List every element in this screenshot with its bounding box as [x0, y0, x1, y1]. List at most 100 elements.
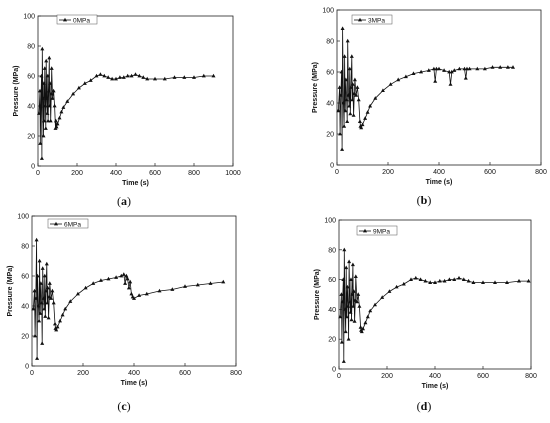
data-point	[35, 356, 40, 360]
data-point	[125, 73, 130, 78]
series-line	[337, 28, 513, 150]
data-point	[44, 96, 49, 100]
data-point	[368, 308, 373, 313]
data-point	[65, 99, 70, 103]
data-point	[51, 300, 56, 305]
data-point	[54, 124, 59, 129]
data-point	[342, 54, 347, 58]
y-axis-title: Pressure (MPa)	[312, 62, 319, 113]
data-point	[336, 108, 341, 113]
data-point	[396, 77, 401, 82]
data-point	[526, 278, 531, 283]
data-point	[352, 91, 357, 96]
x-tick-label: 200	[382, 169, 394, 176]
data-point	[39, 300, 44, 305]
x-tick-label: 400	[429, 373, 441, 380]
data-point	[183, 284, 187, 288]
data-point	[345, 284, 350, 289]
data-point	[352, 319, 357, 323]
data-point	[394, 284, 399, 289]
data-point	[133, 72, 138, 76]
data-point	[44, 261, 49, 266]
x-tick-label: 800	[188, 170, 200, 177]
data-point	[363, 116, 368, 120]
data-point	[373, 96, 378, 100]
data-point	[141, 75, 146, 79]
data-point	[467, 66, 472, 71]
data-point	[338, 314, 343, 319]
data-point	[452, 277, 457, 281]
data-point	[42, 306, 47, 311]
y-tick-label: 60	[21, 274, 29, 281]
data-point	[347, 259, 352, 264]
x-tick-label: 200	[77, 370, 89, 377]
y-tick-label: 40	[27, 104, 35, 111]
data-point	[361, 326, 365, 331]
data-point	[50, 288, 55, 293]
plot-frame	[37, 15, 234, 167]
data-point	[338, 93, 343, 97]
data-point	[350, 82, 355, 86]
data-point	[36, 303, 41, 308]
x-tick-label: 0	[30, 370, 34, 377]
data-point	[442, 278, 447, 283]
y-tick-label: 100	[23, 14, 35, 21]
data-point	[387, 289, 392, 293]
data-point	[340, 26, 345, 30]
chart-panel-c: 0 200 400 600 800 0 20 40 60 80 100 Time (s) Pressur…	[7, 214, 242, 414]
data-point	[46, 88, 51, 93]
y-tick-label: 40	[326, 101, 334, 108]
legend: 3MPa	[351, 14, 393, 25]
x-tick-label: 600	[149, 170, 161, 177]
data-point	[447, 277, 452, 281]
y-tick-label: 20	[27, 134, 35, 141]
data-point	[132, 296, 136, 300]
data-point	[71, 91, 76, 96]
data-point	[345, 38, 350, 43]
data-point	[353, 274, 358, 278]
y-tick-label: 40	[21, 304, 29, 311]
data-point	[68, 299, 73, 303]
data-point	[102, 73, 107, 78]
data-point	[63, 306, 68, 311]
data-point	[33, 296, 38, 300]
data-point	[48, 118, 53, 123]
y-tick-label: 80	[21, 244, 29, 251]
data-point	[52, 103, 57, 108]
data-point	[359, 125, 364, 130]
y-tick-label: 0	[332, 367, 336, 374]
data-point	[341, 359, 346, 363]
data-point	[339, 69, 344, 74]
data-point	[38, 311, 43, 315]
data-point	[137, 73, 142, 78]
data-point	[498, 65, 503, 69]
data-point	[34, 237, 39, 242]
data-point	[365, 314, 370, 319]
data-point	[42, 118, 47, 123]
data-point	[59, 109, 64, 114]
data-point	[437, 66, 441, 71]
data-point	[343, 329, 348, 334]
data-point	[38, 141, 43, 145]
data-point	[119, 273, 124, 278]
data-point	[201, 73, 206, 78]
legend-label: 3MPa	[368, 18, 385, 25]
x-tick-label: 0	[36, 170, 40, 177]
data-point	[342, 247, 347, 252]
y-tick-label: 80	[328, 247, 336, 254]
legend-marker	[363, 228, 367, 233]
data-point	[40, 96, 45, 100]
data-point	[76, 85, 81, 90]
x-tick-label: 800	[535, 169, 547, 176]
x-tick-label: 400	[128, 370, 140, 377]
data-point	[182, 75, 187, 79]
legend: 9MPa	[356, 225, 398, 236]
data-point	[413, 275, 418, 280]
data-point	[347, 103, 352, 108]
data-point	[55, 121, 60, 126]
data-point	[46, 315, 51, 320]
data-point	[433, 280, 437, 284]
data-point	[51, 88, 56, 93]
data-point	[452, 68, 457, 72]
